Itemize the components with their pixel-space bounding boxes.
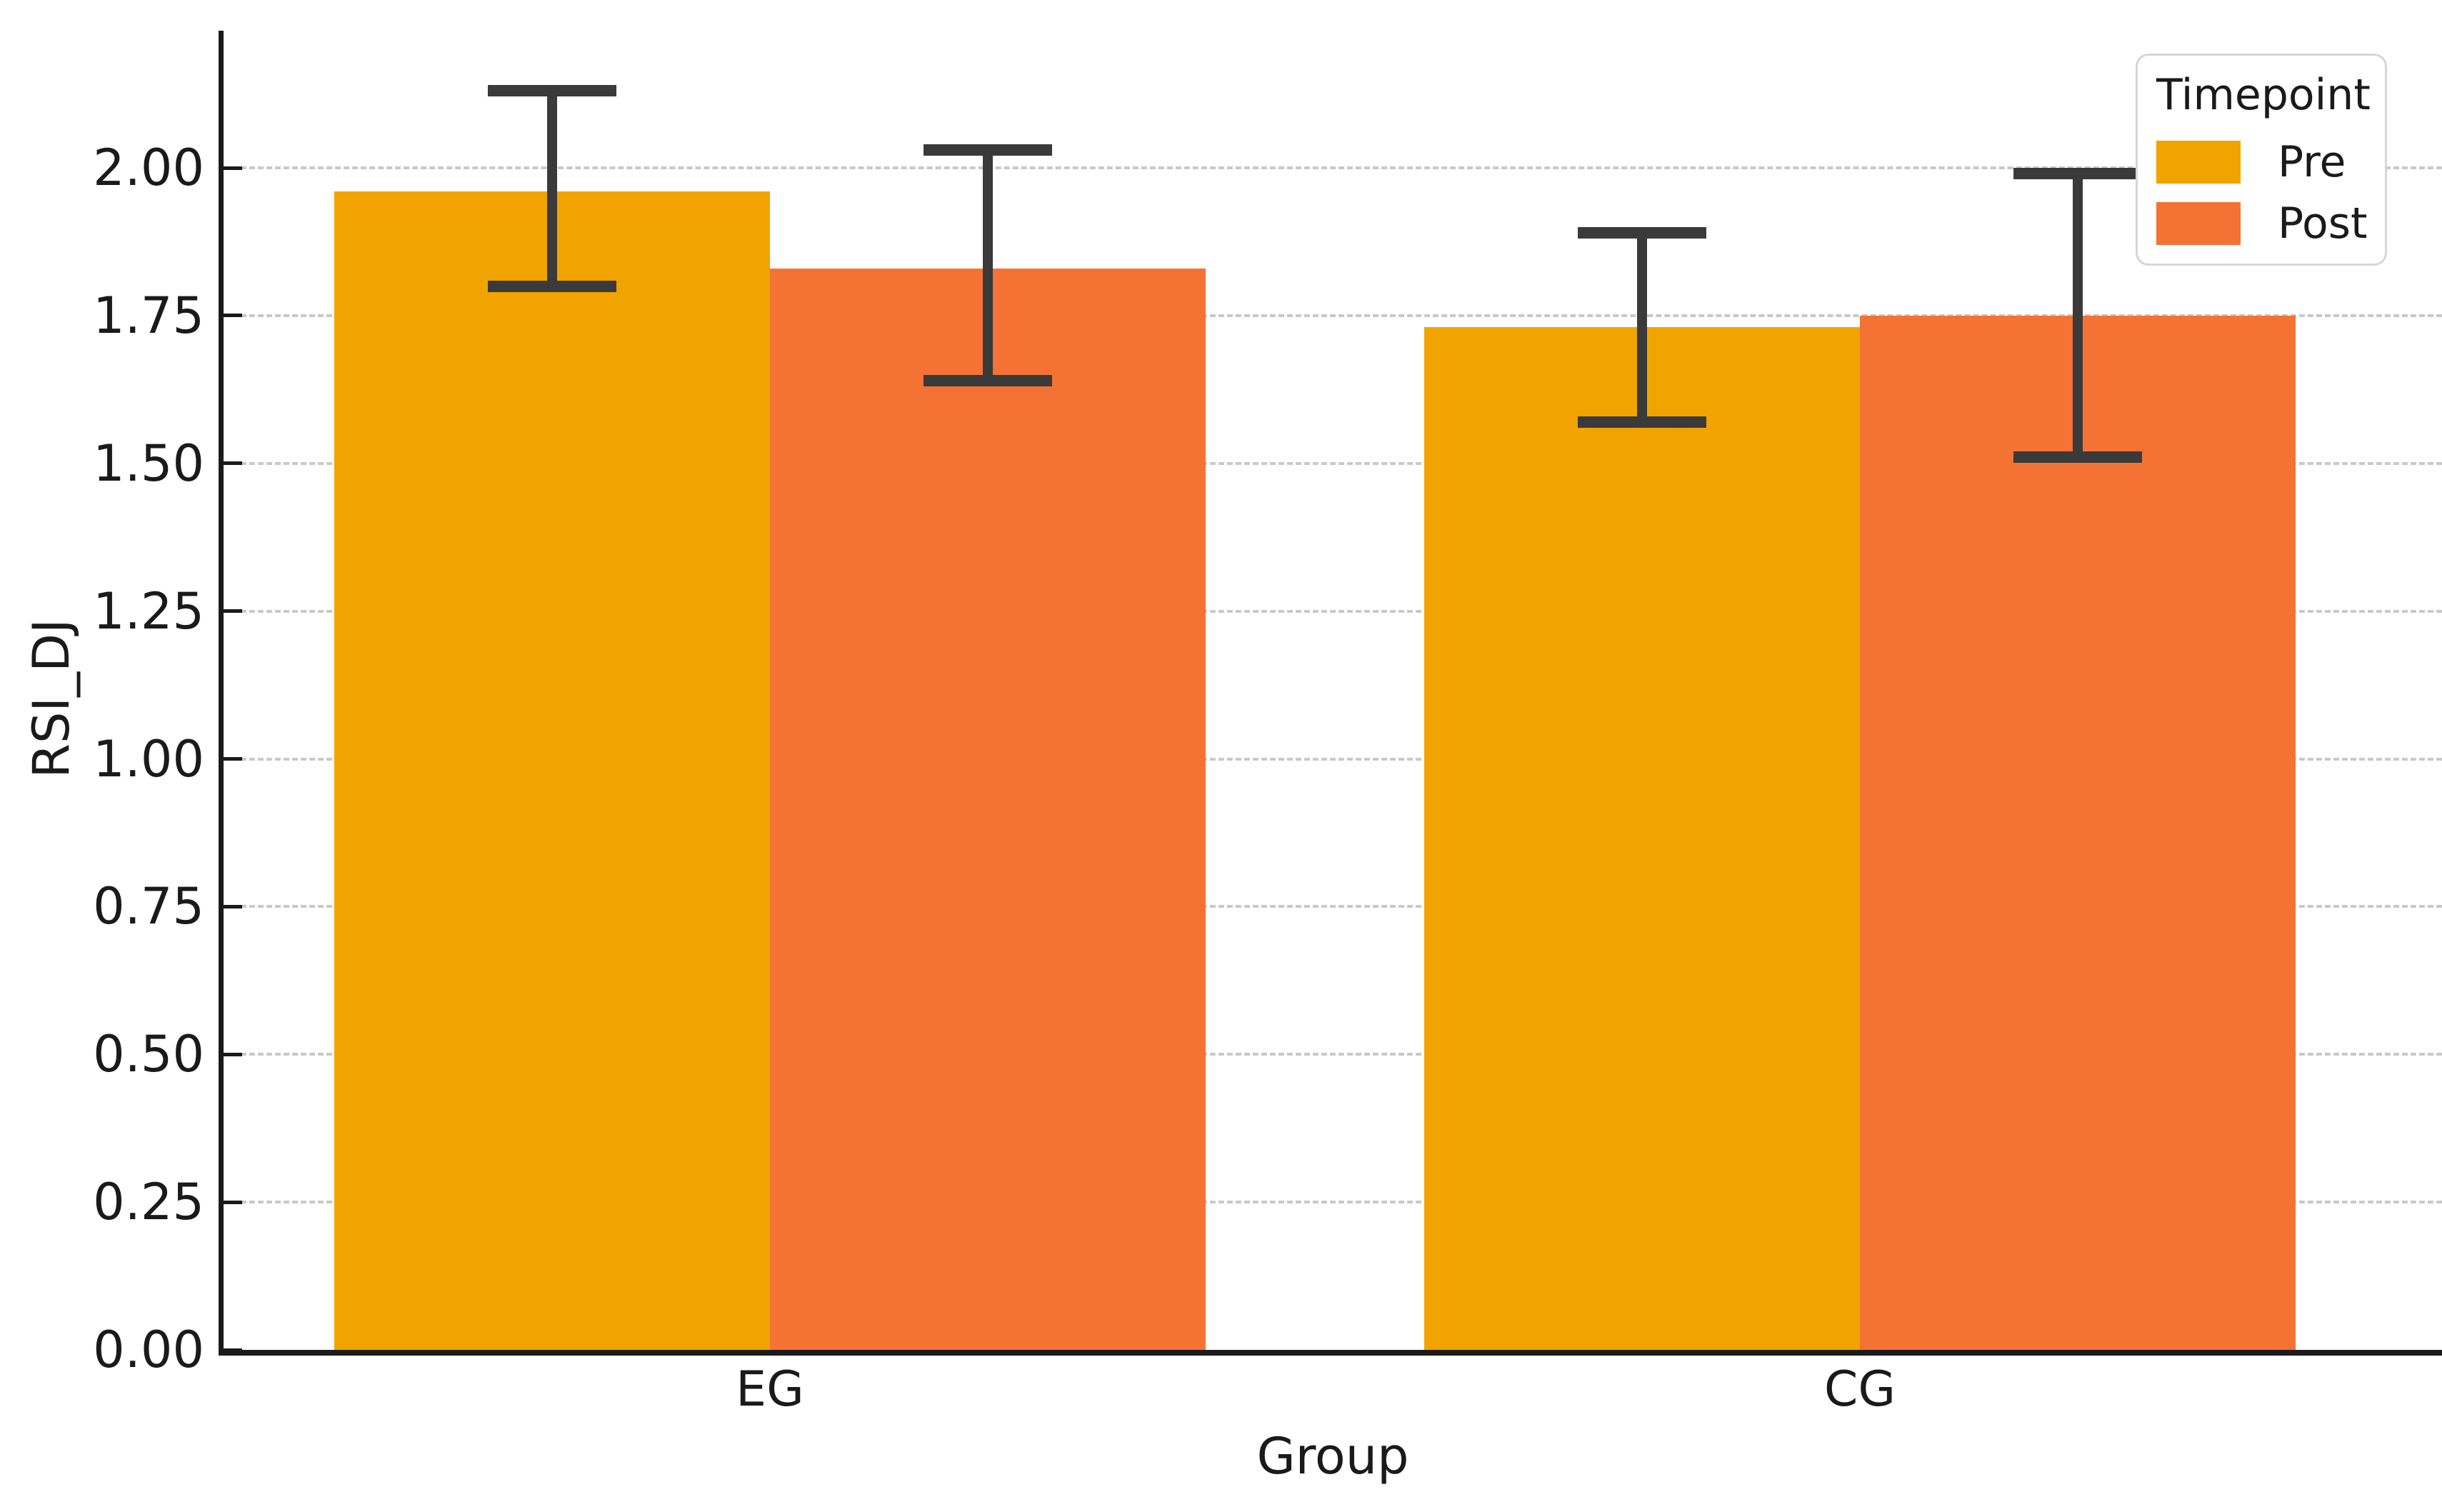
bar-cg-post: [1860, 315, 2296, 1350]
y-tickmark-0.00: [224, 1348, 242, 1352]
y-tickmark-1.50: [224, 461, 242, 466]
errorbar-cg-post-cap-top: [2013, 168, 2142, 180]
y-axis-spine: [219, 31, 224, 1356]
errorbar-eg-post-line: [983, 150, 993, 381]
y-tickmark-0.75: [224, 904, 242, 908]
y-tick-label: 0.25: [93, 1173, 204, 1232]
errorbar-eg-pre-cap-bottom: [488, 280, 616, 292]
y-tickmark-2.00: [224, 166, 242, 170]
y-tick-label: 1.75: [93, 286, 204, 345]
bar-cg-pre: [1424, 327, 1860, 1350]
gridline-y-0.25: [224, 1201, 2442, 1204]
errorbar-cg-pre-line: [1637, 233, 1647, 422]
y-tick-label: 1.00: [93, 729, 204, 788]
errorbar-cg-post-cap-bottom: [2013, 451, 2142, 464]
y-tick-label: 0.00: [93, 1321, 204, 1379]
errorbar-cg-post-line: [2073, 174, 2083, 458]
x-axis-spine: [219, 1350, 2442, 1356]
y-tickmark-0.25: [224, 1200, 242, 1204]
y-tickmark-1.75: [224, 314, 242, 318]
legend: Timepoint Pre Post: [2136, 54, 2387, 266]
gridline-y-0.75: [224, 905, 2442, 908]
legend-row-pre: Pre: [2156, 141, 2366, 184]
legend-label-post: Post: [2278, 199, 2368, 249]
y-tickmark-1.25: [224, 609, 242, 614]
y-tick-label: 1.25: [93, 581, 204, 641]
errorbar-cg-pre-cap-bottom: [1578, 416, 1706, 428]
x-axis-label: Group: [1256, 1427, 1409, 1486]
y-tick-label: 2.00: [93, 139, 204, 197]
errorbar-cg-pre-cap-top: [1578, 227, 1706, 239]
gridline-y-2.00: [224, 166, 2442, 169]
x-tick-label-eg: EG: [736, 1361, 804, 1418]
legend-row-post: Post: [2156, 199, 2368, 249]
legend-swatch-post: [2156, 202, 2241, 245]
gridline-y-1.75: [224, 314, 2442, 317]
y-tick-label: 0.75: [93, 877, 204, 936]
legend-swatch-pre: [2156, 141, 2241, 184]
errorbar-eg-pre-cap-top: [488, 85, 616, 97]
errorbar-eg-post-cap-top: [924, 144, 1052, 156]
bar-eg-pre: [334, 191, 770, 1350]
y-tickmark-1.00: [224, 757, 242, 761]
x-tick-label-cg: CG: [1823, 1361, 1896, 1418]
legend-label-pre: Pre: [2278, 137, 2346, 187]
errorbar-eg-pre-line: [547, 91, 557, 286]
bar-eg-post: [770, 268, 1206, 1350]
legend-title: Timepoint: [2156, 70, 2371, 120]
gridline-y-0.50: [224, 1053, 2442, 1056]
y-tick-label: 1.50: [93, 434, 204, 493]
gridline-y-1.00: [224, 757, 2442, 761]
y-tickmark-0.50: [224, 1052, 242, 1056]
gridline-y-1.25: [224, 609, 2442, 613]
y-axis-label: RSI_DJ: [22, 619, 81, 778]
errorbar-eg-post-cap-bottom: [924, 374, 1052, 386]
y-tick-label: 0.50: [93, 1025, 204, 1084]
gridline-y-1.50: [224, 461, 2442, 465]
